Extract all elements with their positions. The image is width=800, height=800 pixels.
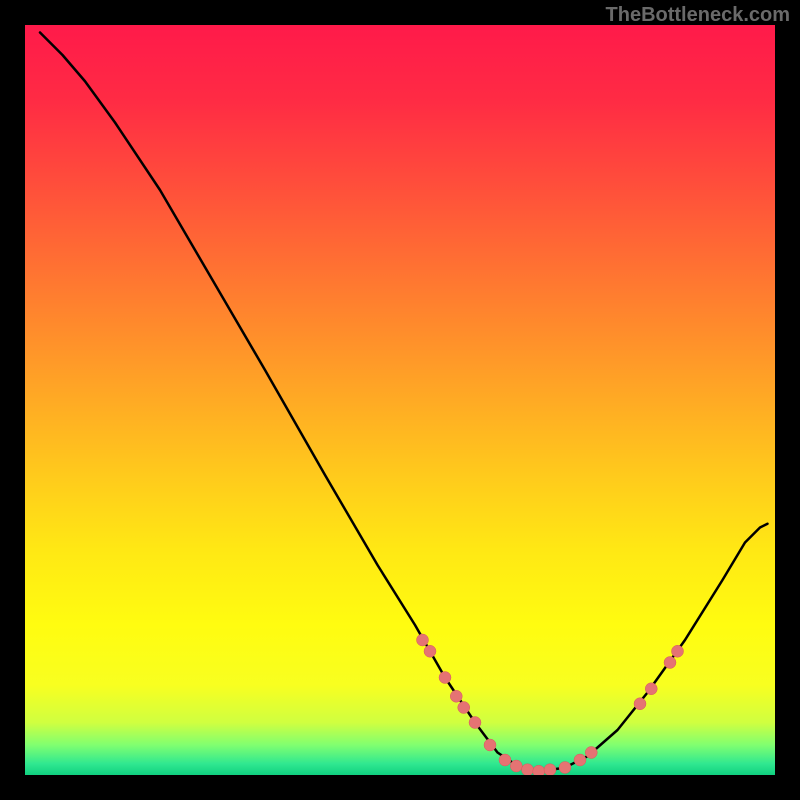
- marker-point: [424, 645, 436, 657]
- marker-point: [458, 702, 470, 714]
- watermark-text: TheBottleneck.com: [606, 4, 790, 27]
- marker-point: [510, 760, 522, 772]
- bottleneck-curve: [40, 33, 768, 772]
- marker-point: [499, 754, 511, 766]
- chart-container: TheBottleneck.com: [0, 0, 800, 800]
- marker-point: [522, 764, 534, 775]
- marker-point: [664, 657, 676, 669]
- marker-point: [533, 765, 545, 775]
- marker-point: [450, 690, 462, 702]
- marker-point: [672, 645, 684, 657]
- marker-point: [574, 754, 586, 766]
- marker-point: [439, 672, 451, 684]
- marker-point: [645, 683, 657, 695]
- marker-point: [469, 717, 481, 729]
- marker-point: [417, 634, 429, 646]
- plot-area: [25, 25, 775, 775]
- curve-layer: [25, 25, 775, 775]
- marker-point: [484, 739, 496, 751]
- marker-point: [559, 762, 571, 774]
- markers-group: [417, 634, 684, 775]
- marker-point: [634, 698, 646, 710]
- marker-point: [544, 764, 556, 775]
- marker-point: [585, 747, 597, 759]
